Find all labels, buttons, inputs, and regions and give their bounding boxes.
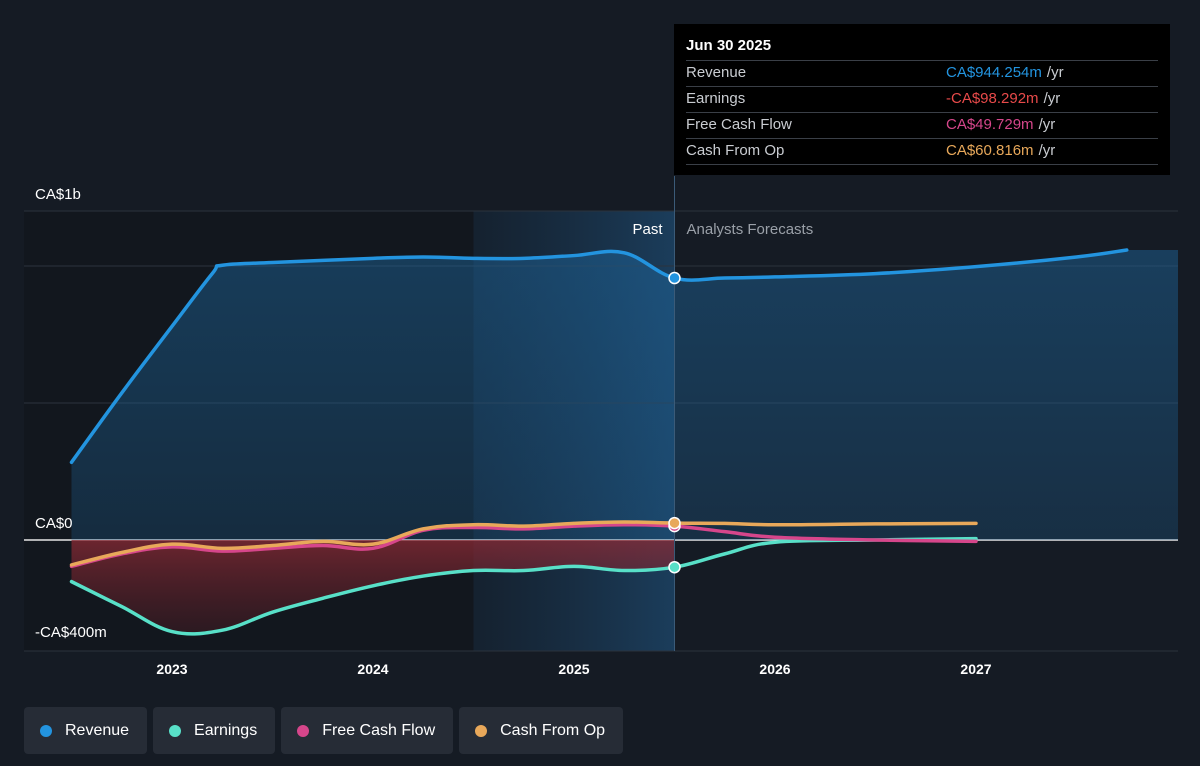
free-cash-flow-line [69,522,978,569]
revenue-marker [668,271,681,285]
tooltip-label: Free Cash Flow [686,116,792,133]
revenue-area [71,250,1178,540]
legend-dot-icon [297,724,310,737]
tooltip-label: Cash From Op [686,142,785,159]
y-tick-label: -CA$400m [35,624,107,641]
tooltip-label: Revenue [686,64,747,81]
legend-label: Cash From Op [500,721,606,739]
legend: Revenue Earnings Free Cash Flow Cash Fro… [24,707,624,754]
tooltip-unit: /yr [1038,116,1056,133]
tooltip-unit: /yr [1038,142,1056,159]
x-tick-label: 2025 [558,661,589,677]
cash-from-op-line [69,520,978,567]
earnings-line [69,536,978,636]
x-tick-label: 2023 [156,661,187,677]
legend-dot-icon [40,724,52,737]
tooltip-row-cash-from-op: Cash From Op CA$60.816m /yr [686,138,1158,165]
tooltip: Jun 30 2025 Revenue CA$944.254m /yr Earn… [674,24,1170,175]
tooltip-label: Earnings [686,90,746,107]
x-tick-label: 2027 [960,661,991,677]
earnings-marker [668,560,681,574]
legend-item-free-cash-flow[interactable]: Free Cash Flow [281,707,454,754]
legend-dot-icon [475,724,488,737]
tooltip-unit: /yr [1043,90,1061,107]
legend-label: Earnings [194,721,258,739]
tooltip-row-revenue: Revenue CA$944.254m /yr [686,60,1158,86]
y-tick-label: CA$1b [35,186,81,203]
legend-dot-icon [169,724,182,737]
legend-item-earnings[interactable]: Earnings [153,707,276,754]
y-tick-label: CA$0 [35,515,73,532]
revenue-line [69,248,1129,465]
x-tick-label: 2024 [357,661,388,677]
x-tick-label: 2026 [759,661,790,677]
cash-from-op-marker [668,516,681,530]
tooltip-value: CA$49.729m [946,116,1034,133]
tooltip-value: CA$944.254m [946,64,1042,81]
tooltip-date: Jun 30 2025 [686,37,772,54]
legend-item-cash-from-op[interactable]: Cash From Op [459,707,624,754]
earnings-area [71,540,675,634]
tooltip-value: CA$60.816m [946,142,1034,159]
past-label: Past [632,221,663,238]
tooltip-unit: /yr [1046,64,1064,81]
legend-label: Revenue [65,721,130,739]
tooltip-row-earnings: Earnings -CA$98.292m /yr [686,86,1158,112]
tooltip-row-free-cash-flow: Free Cash Flow CA$49.729m /yr [686,112,1158,138]
legend-item-revenue[interactable]: Revenue [24,707,148,754]
tooltip-value: -CA$98.292m [946,90,1039,107]
legend-label: Free Cash Flow [322,721,436,739]
forecast-label: Analysts Forecasts [687,221,814,238]
